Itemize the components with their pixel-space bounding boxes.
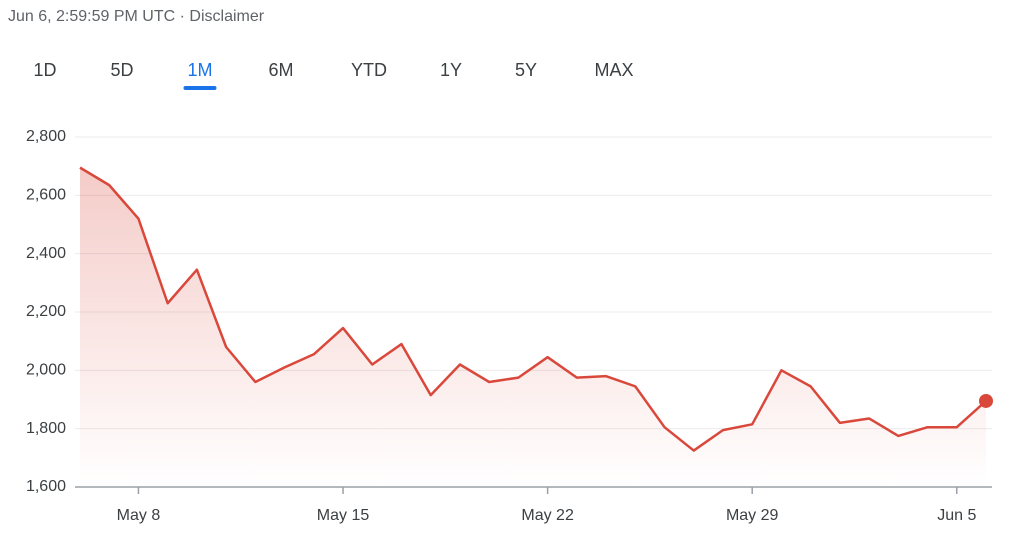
range-tab[interactable]: 1Y bbox=[439, 60, 463, 80]
y-tick-label: 1,600 bbox=[26, 478, 66, 495]
y-tick-label: 1,800 bbox=[26, 420, 66, 437]
price-line bbox=[79, 166, 987, 452]
separator: · bbox=[179, 8, 185, 25]
range-tab[interactable]: YTD bbox=[351, 60, 387, 80]
range-tab[interactable]: 6M bbox=[268, 60, 294, 80]
header: Jun 6, 2:59:59 PM UTC · Disclaimer bbox=[8, 8, 264, 26]
area bbox=[80, 167, 986, 487]
range-tab[interactable]: 1D bbox=[33, 60, 57, 80]
y-tick-label: 2,200 bbox=[26, 303, 66, 320]
last-point bbox=[979, 393, 993, 408]
range-tab[interactable]: 1M bbox=[183, 60, 217, 90]
x-tick-label: May 29 bbox=[726, 507, 779, 524]
x-tick-label: May 15 bbox=[317, 507, 370, 524]
timestamp: Jun 6, 2:59:59 PM UTC bbox=[8, 8, 176, 25]
y-tick-label: 2,600 bbox=[26, 187, 66, 204]
y-tick-label: 2,800 bbox=[26, 128, 66, 145]
range-tab[interactable]: 5D bbox=[110, 60, 134, 80]
range-tabs: 1D 5D 1M 6M YTD 1Y 5Y MAX bbox=[0, 60, 700, 96]
x-tick-label: Jun 5 bbox=[937, 507, 976, 524]
y-tick-label: 2,000 bbox=[26, 362, 66, 379]
range-tab[interactable]: MAX bbox=[594, 60, 634, 80]
range-tab[interactable]: 5Y bbox=[514, 60, 538, 80]
disclaimer-link[interactable]: Disclaimer bbox=[189, 8, 265, 25]
x-tick-label: May 8 bbox=[117, 507, 161, 524]
x-tick-label: May 22 bbox=[521, 507, 574, 524]
y-tick-label: 2,400 bbox=[26, 245, 66, 262]
